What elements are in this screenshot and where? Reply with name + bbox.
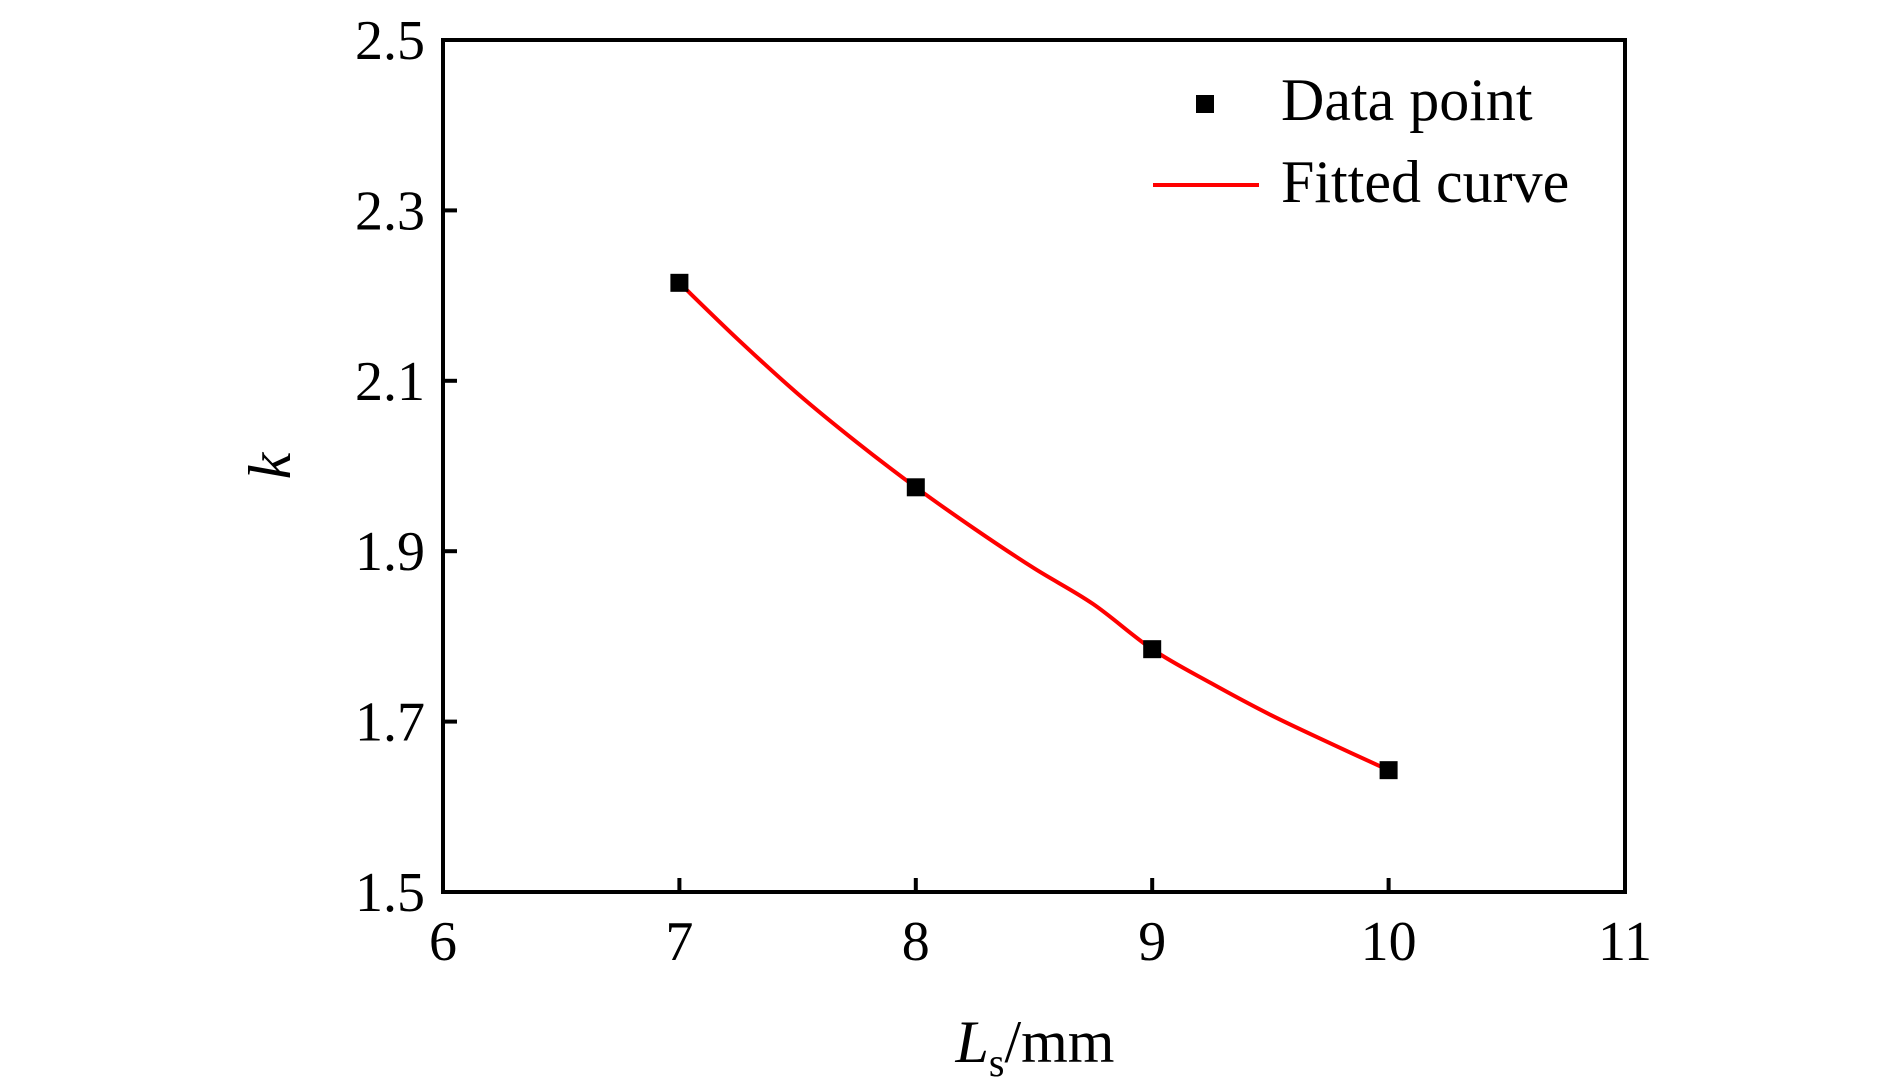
series-layer [670, 273, 1398, 780]
y-axis-title: k [237, 451, 303, 479]
x-tick-label: 11 [1598, 911, 1652, 973]
legend-label-data-point: Data point [1281, 67, 1533, 133]
data-point-marker [1143, 640, 1162, 659]
data-point-marker [670, 273, 689, 292]
x-axis-title-main: L [955, 1009, 989, 1075]
fitted-curve-line [678, 281, 1390, 772]
data-point-marker [906, 478, 925, 497]
y-tick-label: 1.7 [355, 692, 425, 754]
x-axis-title-subscript: s [989, 1040, 1005, 1085]
x-tick-label: 7 [665, 911, 693, 973]
y-tick-label: 2.5 [355, 10, 425, 72]
x-tick-label: 9 [1138, 911, 1166, 973]
legend-marker-data-point [1196, 95, 1214, 113]
legend-label-fitted-curve: Fitted curve [1281, 149, 1569, 215]
x-tick-label: 8 [902, 911, 930, 973]
y-tick-label: 1.5 [355, 862, 425, 924]
x-axis-ticks: 6 7 8 9 10 11 [429, 878, 1652, 973]
x-tick-label: 10 [1361, 911, 1417, 973]
plot-area [441, 38, 1627, 894]
y-axis-ticks: 1.5 1.7 1.9 2.1 2.3 2.5 [355, 10, 457, 924]
y-tick-label: 1.9 [355, 521, 425, 583]
plot-frame [441, 38, 1627, 894]
x-tick-label: 6 [429, 911, 457, 973]
x-axis-title-suffix: /mm [1004, 1009, 1114, 1075]
legend: Data point Fitted curve [1153, 67, 1569, 215]
y-tick-label: 2.1 [355, 351, 425, 413]
x-axis-title: Ls/mm [955, 1009, 1115, 1085]
data-point-marker [1379, 761, 1398, 780]
y-tick-label: 2.3 [355, 180, 425, 242]
